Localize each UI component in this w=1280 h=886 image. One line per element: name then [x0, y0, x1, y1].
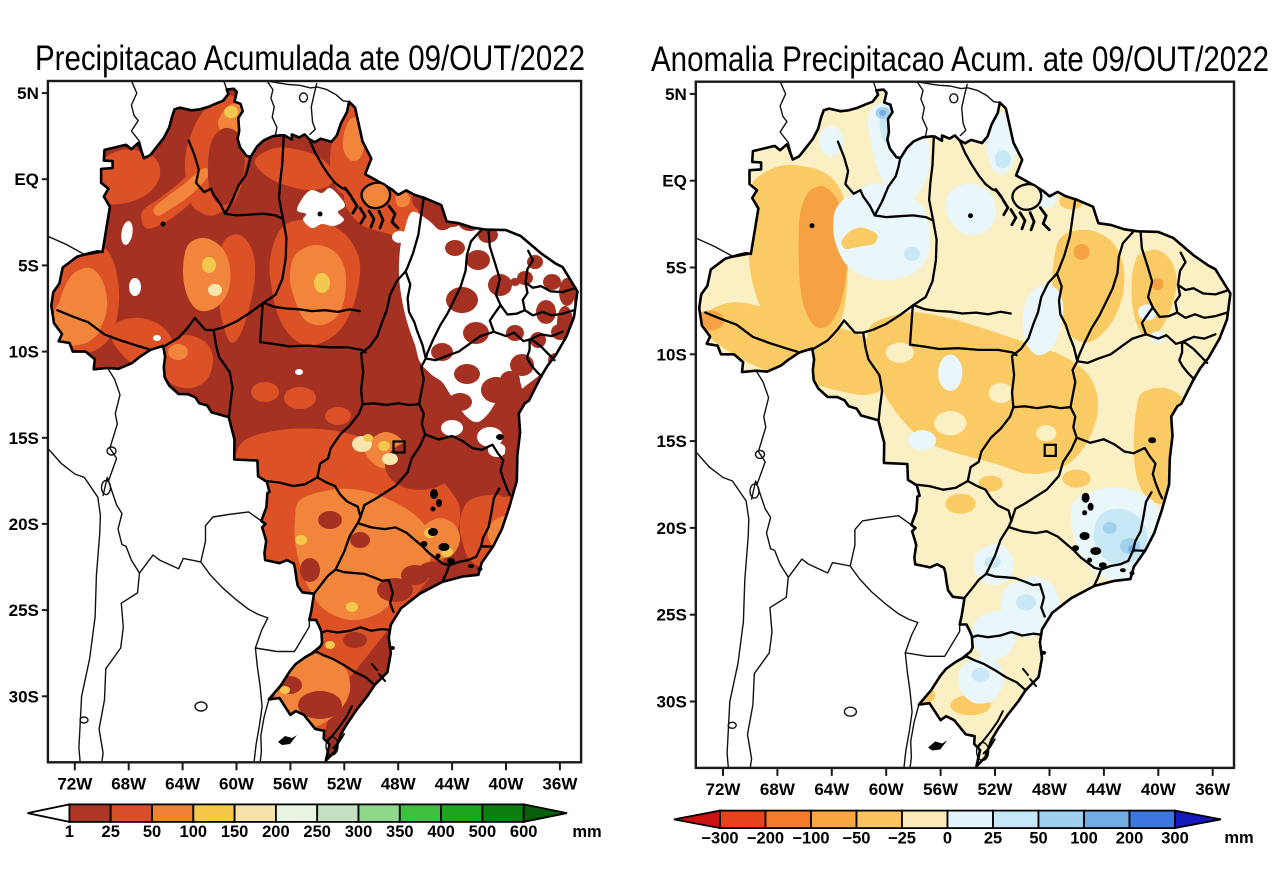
- svg-text:36W: 36W: [1195, 780, 1231, 799]
- svg-text:0: 0: [943, 830, 952, 848]
- svg-text:200: 200: [262, 823, 290, 841]
- svg-text:68W: 68W: [760, 780, 796, 799]
- svg-text:64W: 64W: [165, 774, 201, 793]
- svg-text:68W: 68W: [111, 774, 147, 793]
- svg-text:44W: 44W: [435, 774, 471, 793]
- svg-text:100: 100: [180, 823, 208, 841]
- svg-text:48W: 48W: [381, 774, 417, 793]
- svg-text:200: 200: [1116, 830, 1144, 848]
- svg-text:600: 600: [510, 823, 538, 841]
- svg-text:mm: mm: [572, 823, 601, 841]
- svg-text:5N: 5N: [17, 84, 39, 103]
- svg-text:25S: 25S: [9, 601, 39, 620]
- svg-text:72W: 72W: [706, 780, 742, 799]
- svg-text:40W: 40W: [489, 774, 525, 793]
- svg-text:52W: 52W: [978, 780, 1014, 799]
- svg-text:40W: 40W: [1141, 780, 1177, 799]
- svg-text:48W: 48W: [1032, 780, 1068, 799]
- svg-text:15S: 15S: [9, 429, 39, 448]
- svg-text:50: 50: [1029, 830, 1047, 848]
- svg-text:400: 400: [427, 823, 455, 841]
- svg-text:20S: 20S: [9, 515, 39, 534]
- svg-text:25: 25: [984, 830, 1002, 848]
- svg-text:−100: −100: [792, 830, 829, 848]
- svg-text:10S: 10S: [9, 343, 39, 362]
- svg-text:−300: −300: [701, 830, 738, 848]
- svg-text:56W: 56W: [923, 780, 959, 799]
- svg-text:36W: 36W: [542, 774, 578, 793]
- svg-text:44W: 44W: [1086, 780, 1122, 799]
- svg-text:20S: 20S: [657, 519, 687, 538]
- svg-text:25: 25: [102, 823, 120, 841]
- svg-text:30S: 30S: [9, 687, 39, 706]
- svg-text:−50: −50: [843, 830, 871, 848]
- svg-text:Anomalia Precipitacao Acum. at: Anomalia Precipitacao Acum. ate 09/OUT/2…: [651, 40, 1269, 79]
- svg-text:−25: −25: [888, 830, 916, 848]
- svg-text:−200: −200: [747, 830, 784, 848]
- svg-text:30S: 30S: [657, 693, 687, 712]
- svg-text:mm: mm: [1224, 829, 1253, 847]
- svg-text:300: 300: [1161, 830, 1189, 848]
- svg-text:10S: 10S: [657, 345, 687, 364]
- svg-text:5N: 5N: [665, 85, 687, 104]
- svg-text:Precipitacao Acumulada ate 09/: Precipitacao Acumulada ate 09/OUT/2022: [35, 39, 585, 78]
- svg-text:300: 300: [345, 823, 373, 841]
- svg-text:25S: 25S: [657, 606, 687, 625]
- svg-text:250: 250: [303, 823, 331, 841]
- svg-text:350: 350: [386, 823, 414, 841]
- svg-text:56W: 56W: [273, 774, 309, 793]
- svg-text:150: 150: [221, 823, 249, 841]
- svg-text:EQ: EQ: [662, 172, 687, 191]
- svg-text:64W: 64W: [814, 780, 850, 799]
- svg-text:60W: 60W: [219, 774, 255, 793]
- svg-text:5S: 5S: [666, 259, 687, 278]
- svg-text:5S: 5S: [18, 256, 39, 275]
- svg-text:100: 100: [1070, 830, 1098, 848]
- svg-text:15S: 15S: [657, 432, 687, 451]
- svg-text:500: 500: [469, 823, 497, 841]
- svg-text:50: 50: [143, 823, 161, 841]
- svg-text:60W: 60W: [869, 780, 905, 799]
- svg-text:1: 1: [65, 823, 74, 841]
- svg-text:72W: 72W: [57, 774, 93, 793]
- svg-text:52W: 52W: [327, 774, 363, 793]
- svg-text:EQ: EQ: [14, 170, 39, 189]
